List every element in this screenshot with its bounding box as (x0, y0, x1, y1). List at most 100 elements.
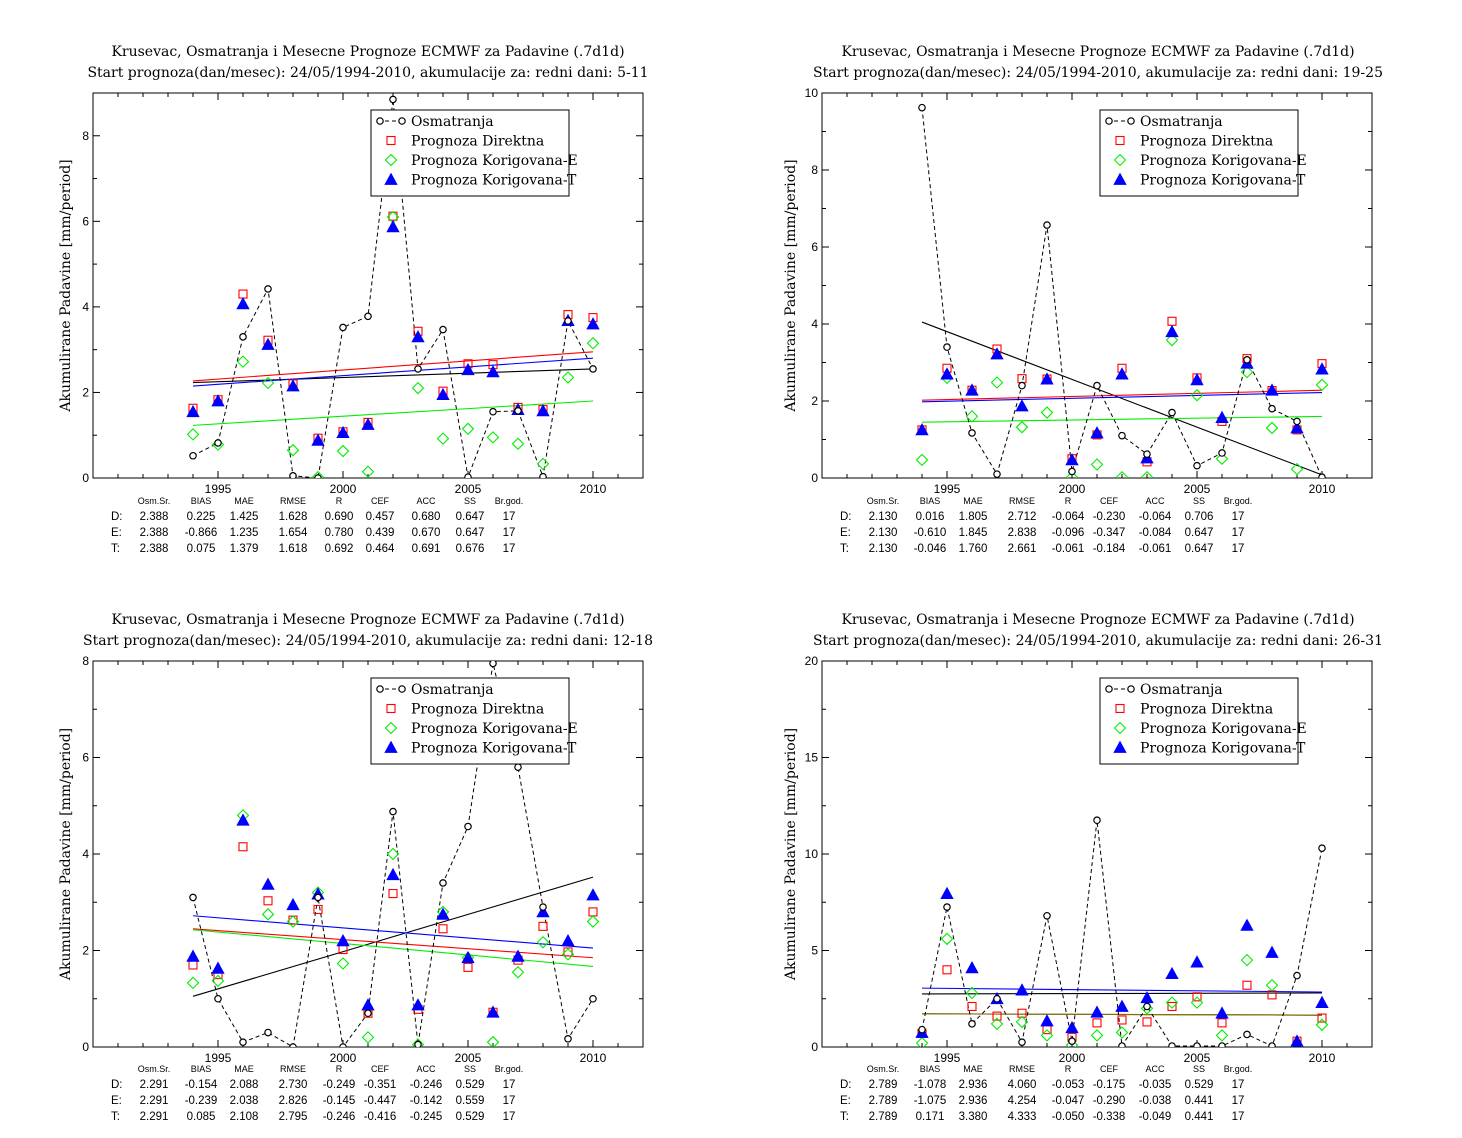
stats-header: CEF (371, 496, 390, 506)
stats-value: -0.245 (410, 1111, 443, 1123)
direct-point (538, 921, 548, 931)
stats-value: 0.529 (456, 1111, 485, 1123)
observed-point (364, 312, 372, 321)
stats-row-label: T: (840, 543, 849, 555)
corr_t-point (561, 934, 575, 947)
corr_t-point (186, 404, 200, 418)
corr_e-point (1290, 462, 1304, 476)
chart-panel-2: Krusevac, Osmatranja i Mesecne Prognoze … (783, 44, 1383, 555)
corr_e-point (1240, 953, 1254, 967)
stats-value: 2.789 (869, 1111, 898, 1123)
corr_t-point (211, 394, 225, 407)
y-tick-label: 10 (805, 847, 819, 861)
corr_t-point (286, 897, 300, 911)
observed-point (314, 474, 322, 478)
stats-value: 17 (1232, 527, 1245, 539)
stats-value: 0.171 (916, 1111, 945, 1123)
observed-point (189, 451, 197, 460)
corr_e-point (461, 422, 475, 436)
stats-header: SS (464, 496, 476, 506)
stats-value: 2.291 (140, 1095, 169, 1107)
legend-label-direct: Prognoza Direktna (411, 702, 544, 718)
legend-marker-observed (376, 117, 384, 125)
direct-point (463, 962, 473, 972)
stats-value: 0.692 (325, 543, 354, 555)
direct-point (1267, 990, 1277, 1000)
stats-value: -0.064 (1052, 511, 1085, 523)
stats-value: 0.529 (456, 1079, 485, 1091)
corr_e-point (586, 915, 600, 928)
corr_t-point (1115, 367, 1129, 380)
stats-header: RMSE (280, 496, 306, 506)
corr_t-point (411, 998, 425, 1011)
trend-line-observed (192, 876, 594, 997)
stats-header: Osm.Sr. (867, 1064, 900, 1074)
legend-label-corr_e: Prognoza Korigovana-E (1140, 153, 1307, 169)
stats-header: Br.god. (1224, 1064, 1253, 1074)
corr_e-point (1140, 470, 1154, 478)
direct-point (1017, 374, 1027, 384)
trend-line-observed (921, 321, 1323, 476)
chart-subtitle: Start prognoza(dan/mesec): 24/05/1994-20… (813, 65, 1383, 81)
stats-value: 0.647 (1185, 527, 1214, 539)
stats-value: 0.670 (412, 527, 441, 539)
stats-value: -0.184 (1093, 543, 1126, 555)
y-tick-label: 0 (811, 471, 818, 485)
direct-point (238, 842, 248, 852)
stats-value: 1.235 (230, 527, 259, 539)
stats-header: MAE (234, 496, 254, 506)
corr_t-point (990, 347, 1004, 360)
stats-header: R (336, 1064, 343, 1074)
corr_t-point (965, 383, 979, 396)
legend-marker-corr_t (384, 172, 398, 185)
observed-point (389, 95, 397, 104)
chart-subtitle: Start prognoza(dan/mesec): 24/05/1994-20… (87, 65, 648, 81)
stats-table: Osm.Sr. BIAS MAE RMSE R CEF ACC SS Br.god. D: 2.78… (840, 1064, 1252, 1123)
chart-title: Krusevac, Osmatranja i Mesecne Prognoze … (841, 44, 1354, 60)
chart-legend: Osmatranja Prognoza Direktna Prognoza Kori… (370, 109, 578, 197)
corr_t-point (586, 317, 600, 330)
corr_e-point (411, 381, 425, 395)
observed-point (464, 473, 472, 478)
stats-header: BIAS (920, 496, 941, 506)
stats-header: BIAS (191, 1064, 212, 1074)
stats-header: MAE (234, 1064, 254, 1074)
stats-value: -0.061 (1052, 543, 1085, 555)
stats-header: SS (1193, 496, 1205, 506)
stats-header: Br.god. (495, 1064, 524, 1074)
stats-value: 17 (1232, 543, 1245, 555)
stats-row-label: E: (111, 527, 122, 539)
stats-value: 17 (1232, 511, 1245, 523)
plot-area (915, 816, 1329, 1047)
stats-value: 2.838 (1008, 527, 1037, 539)
direct-point (1317, 1013, 1327, 1023)
corr_e-point (1015, 1015, 1029, 1029)
observed-point (364, 1009, 372, 1018)
corr_e-point (511, 965, 525, 979)
legend-marker-observed (1105, 685, 1113, 693)
y-axis-label: Akumulirane Padavine [mm/period] (58, 728, 74, 981)
trend-line-corr_e (921, 415, 1323, 423)
trend-line-direct (921, 389, 1323, 401)
stats-row-label: D: (840, 1079, 852, 1091)
chart-legend: Osmatranja Prognoza Direktna Prognoza Kori… (370, 677, 578, 765)
corr_t-point (1090, 426, 1104, 439)
x-tick-label: 2000 (1059, 1051, 1086, 1065)
corr_t-point (940, 886, 954, 899)
corr_t-point (436, 387, 450, 400)
corr_t-point (411, 329, 425, 343)
corr_e-point (186, 976, 200, 990)
stats-value: 0.680 (412, 511, 441, 523)
chart-subtitle: Start prognoza(dan/mesec): 24/05/1994-20… (83, 633, 653, 649)
observed-point (539, 903, 547, 911)
stats-header: CEF (1100, 1064, 1119, 1074)
chart-title: Krusevac, Osmatranja i Mesecne Prognoze … (111, 44, 624, 60)
corr_t-point (1315, 995, 1329, 1009)
stats-header: R (1065, 1064, 1072, 1074)
stats-row-label: E: (840, 1095, 851, 1107)
corr_t-point (336, 934, 350, 947)
legend-label-direct: Prognoza Direktna (1140, 134, 1273, 150)
observed-point (1118, 431, 1126, 440)
corr_e-point (1115, 470, 1129, 478)
corr_e-point (536, 457, 550, 471)
